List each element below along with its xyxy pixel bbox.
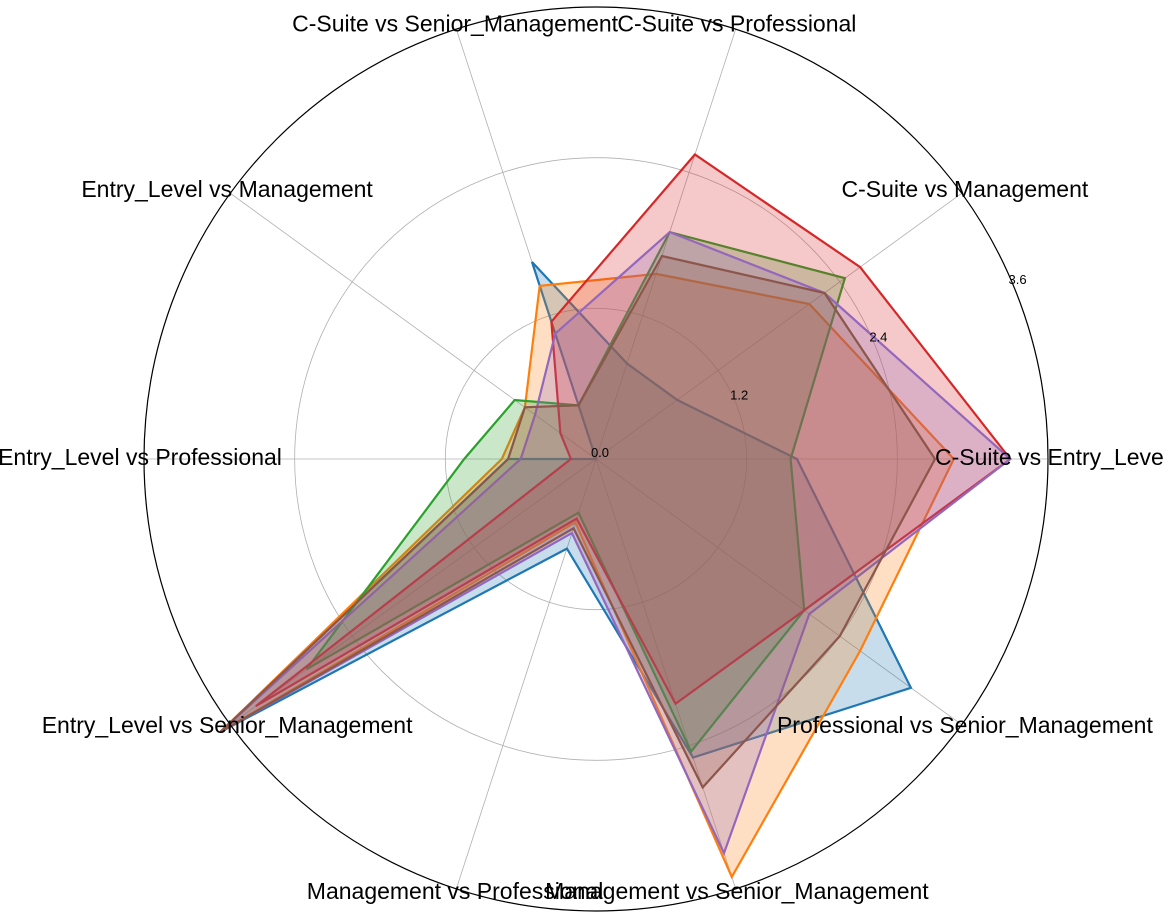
series-layer xyxy=(219,153,1013,880)
category-label: Professional vs Senior_Management xyxy=(777,712,1153,738)
series-3-line xyxy=(305,230,847,754)
series-2-line xyxy=(219,272,956,880)
category-label: C-Suite vs Management xyxy=(842,176,1089,202)
grid-spoke xyxy=(230,458,597,726)
radial-tick-label: 1.2 xyxy=(730,387,748,402)
category-label: C-Suite vs Senior_Management xyxy=(292,10,619,36)
series-5-area xyxy=(220,232,1011,854)
category-label: C-Suite vs Entry_Level xyxy=(935,444,1163,470)
category-label: Entry_Level vs Professional xyxy=(0,444,282,470)
grid-spoke xyxy=(595,458,962,726)
category-label: Entry_Level vs Senior_Management xyxy=(42,712,413,738)
grid-spoke xyxy=(455,458,597,890)
category-label: Entry_Level vs Management xyxy=(81,176,373,202)
grid-spoke xyxy=(595,192,962,460)
tick-label-layer: 0.0 1.2 2.4 3.6 xyxy=(591,272,1027,460)
series-3-area xyxy=(306,232,845,752)
frame-layer xyxy=(143,6,1049,912)
series-6-area xyxy=(220,256,935,788)
series-5-line xyxy=(219,230,1013,856)
series-6-line xyxy=(219,254,937,790)
category-label: C-Suite vs Professional xyxy=(617,10,856,36)
radial-tick-label: 2.4 xyxy=(869,330,887,345)
radial-tick-label: 3.6 xyxy=(1009,272,1027,287)
grid-spoke xyxy=(595,28,737,460)
category-label: Management vs Senior_Management xyxy=(545,878,929,904)
radial-tick-label: 0.0 xyxy=(591,445,609,460)
polar-frame xyxy=(143,6,1049,912)
grid-layer xyxy=(143,6,1049,912)
category-label: Management vs Professional xyxy=(307,878,604,904)
series-4-line xyxy=(255,153,1012,708)
axis-label-layer: C-Suite vs Entry_Level C-Suite vs Managem… xyxy=(0,10,1163,903)
grid-spoke xyxy=(595,458,737,890)
